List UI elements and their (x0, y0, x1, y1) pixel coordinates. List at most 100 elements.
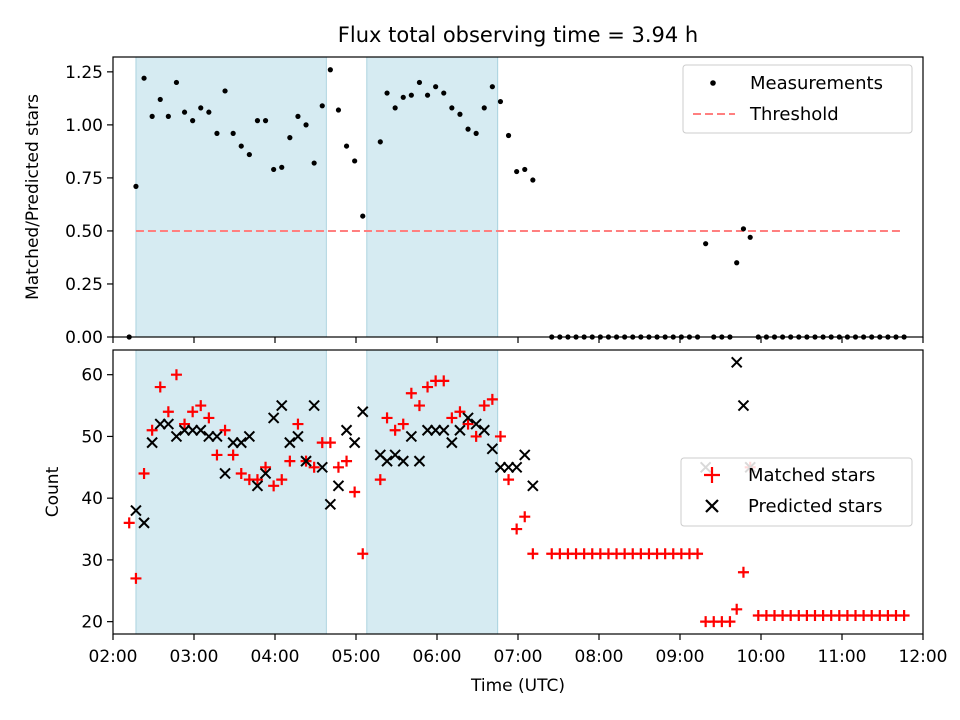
matched-star-point (737, 566, 749, 578)
predicted-star-point (154, 418, 166, 430)
x-tick-label: 07:00 (494, 647, 543, 667)
matched-star-point (478, 400, 490, 412)
measurement-point (734, 260, 740, 266)
matched-star-point (731, 603, 743, 615)
matched-star-point (422, 381, 434, 393)
ratio-observing-window (366, 56, 499, 338)
matched-star-point (130, 572, 142, 584)
predicted-star-point (737, 399, 750, 412)
legend-measurements-marker (710, 80, 716, 86)
matched-star-point (268, 480, 280, 492)
matched-star-point (251, 474, 263, 486)
measurement-point (181, 109, 188, 115)
predicted-star-point (478, 424, 490, 436)
measurement-point (408, 92, 414, 98)
matched-star-point (324, 437, 336, 449)
measurement-point (392, 105, 398, 111)
matched-star-point (235, 467, 247, 479)
predicted-star-point (470, 418, 482, 430)
measurement-point (238, 143, 244, 149)
ratio-y-tick-label: 0.75 (65, 169, 103, 189)
measurement-point (449, 105, 455, 111)
measurement-point (287, 135, 293, 141)
matched-star-point (511, 523, 523, 535)
matched-star-point (123, 517, 135, 529)
legend-predicted-marker (705, 499, 719, 513)
counts-legend: Matched stars Predicted stars (680, 457, 913, 527)
predicted-star-point (397, 455, 409, 467)
predicted-star-point (446, 436, 458, 449)
measurement-point (384, 90, 390, 96)
predicted-star-point (519, 449, 531, 461)
predicted-star-point (510, 461, 523, 474)
measurement-point (190, 118, 196, 124)
matched-star-point (154, 381, 166, 393)
measurement-point (465, 126, 471, 132)
measurement-point (747, 234, 753, 240)
x-tick-label: 05:00 (332, 647, 381, 667)
matched-star-point (692, 548, 704, 560)
predicted-star-point (219, 467, 231, 480)
matched-star-point (170, 369, 182, 381)
measurement-point (522, 166, 528, 173)
x-tick-label: 03:00 (170, 647, 219, 667)
measurement-point (157, 96, 163, 103)
x-tick-label: 02:00 (89, 647, 138, 667)
matched-star-point (146, 424, 158, 436)
predicted-star-point (211, 430, 223, 443)
counts-y-tick-label: 60 (81, 366, 103, 386)
counts-y-tick-label: 50 (81, 427, 103, 447)
x-tick-label: 06:00 (413, 647, 462, 667)
predicted-star-point (259, 467, 272, 480)
ratio-y-axis-label: Matched/Predicted stars (23, 94, 43, 300)
predicted-star-point (421, 424, 434, 436)
predicted-star-point (267, 412, 280, 424)
legend-threshold-label: Threshold (749, 104, 839, 125)
matched-star-point (276, 474, 288, 486)
measurement-point (481, 105, 487, 111)
ratio-y-tick-label: 0.25 (65, 275, 103, 295)
predicted-star-point (502, 461, 515, 474)
measurement-point (352, 158, 358, 164)
ratio-panel: 0.00 0.25 0.50 0.75 1.00 1.25 Matched/Predict… (23, 56, 924, 348)
counts-x-axis-label: Time (UTC) (470, 676, 565, 696)
measurement-point (319, 103, 325, 109)
predicted-star-point (324, 498, 337, 511)
predicted-star-point (146, 436, 158, 449)
predicted-star-point (162, 418, 175, 430)
measurement-point (303, 122, 309, 128)
matched-star-point (527, 548, 539, 560)
matched-star-point (405, 387, 417, 399)
measurement-point (416, 79, 423, 86)
figure-title: Flux total observing time = 3.94 h (338, 23, 698, 47)
matched-star-point (349, 486, 361, 498)
ratio-y-tick-label: 0.00 (65, 328, 103, 348)
ratio-observing-window (135, 56, 327, 338)
x-tick-label: 12:00 (899, 647, 948, 667)
predicted-star-point (462, 412, 474, 424)
measurement-point (377, 139, 383, 145)
matched-star-point (203, 412, 215, 424)
measurement-point (133, 183, 139, 189)
predicted-star-point (308, 399, 320, 412)
predicted-star-point (413, 455, 426, 467)
matched-star-point (187, 406, 199, 418)
predicted-star-point (429, 424, 442, 436)
measurement-point (473, 130, 479, 136)
predicted-star-point (316, 461, 328, 474)
matched-star-point (397, 418, 409, 430)
predicted-star-point (357, 406, 369, 418)
measurement-point (198, 105, 204, 111)
predicted-star-point (348, 436, 361, 449)
measurement-point (457, 111, 463, 117)
matched-star-point (284, 455, 296, 467)
matched-star-point (519, 511, 531, 523)
measurement-point (530, 177, 536, 183)
measurement-point (165, 113, 171, 119)
matched-star-point (446, 412, 458, 424)
matched-star-point (494, 430, 506, 442)
matched-star-point (462, 418, 474, 430)
predicted-star-point (243, 430, 256, 443)
measurement-point (497, 98, 504, 105)
